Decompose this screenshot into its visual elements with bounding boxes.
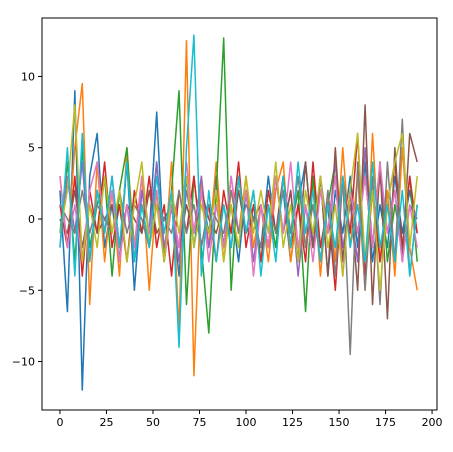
x-tick-label: 100 [236,416,257,429]
series-line [59,34,418,349]
axes-frame [41,17,438,411]
x-tick-label: 25 [99,416,113,429]
x-tick-label: 125 [282,416,303,429]
x-tick-label: 150 [329,416,350,429]
y-tick-label: −5 [19,284,35,297]
y-tick-label: 5 [28,142,35,155]
y-tick-label: 10 [21,70,35,83]
x-tick-label: 175 [375,416,396,429]
x-tick-label: 50 [146,416,160,429]
y-tick-label: −10 [12,356,35,369]
series-line [59,104,418,292]
y-tick-label: 0 [28,213,35,226]
x-tick-label: 75 [192,416,206,429]
x-tick-label: 200 [422,416,443,429]
x-tick-label: 0 [56,416,63,429]
